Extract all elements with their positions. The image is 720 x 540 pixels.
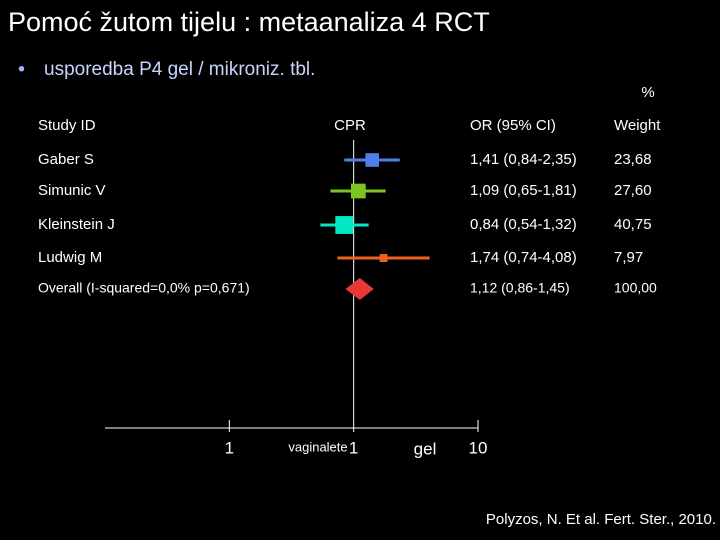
- source: Polyzos, N. Et al. Fert. Ster., 2010.: [486, 511, 716, 528]
- weight-label: 7,97: [614, 249, 643, 266]
- x-tick-label: 10: [469, 438, 488, 457]
- study-name: Ludwig M: [38, 249, 102, 266]
- ci-label: 1,74 (0,74-4,08): [470, 249, 577, 266]
- weight-unit: %: [641, 84, 654, 101]
- weight-label: 23,68: [614, 151, 652, 168]
- weight-label: 100,00: [614, 280, 657, 296]
- ci-label: 1,12 (0,86-1,45): [470, 280, 570, 296]
- overall-name: Overall (I-squared=0,0% p=0,671): [38, 280, 250, 296]
- annotation: gel: [414, 439, 437, 458]
- ci-label: 0,84 (0,54-1,32): [470, 216, 577, 233]
- study-name: Gaber S: [38, 151, 94, 168]
- subtitle: usporedba P4 gel / mikroniz. tbl.: [44, 59, 315, 80]
- ci-label: 1,09 (0,65-1,81): [470, 182, 577, 199]
- column-header: Weight: [614, 117, 661, 134]
- study-name: Kleinstein J: [38, 216, 115, 233]
- x-tick-label: 1: [225, 438, 234, 457]
- column-header: OR (95% CI): [470, 117, 556, 134]
- column-header: Study ID: [38, 117, 96, 134]
- bullet: •: [18, 58, 25, 80]
- title: Pomoć žutom tijelu : metaanaliza 4 RCT: [8, 7, 490, 37]
- x-tick-label: 1: [349, 438, 358, 457]
- study-name: Simunic V: [38, 182, 106, 199]
- effect-square: [379, 254, 388, 262]
- column-header: CPR: [334, 117, 366, 134]
- weight-label: 27,60: [614, 182, 652, 199]
- effect-square: [335, 216, 354, 234]
- annotation: vaginalete: [288, 439, 347, 454]
- effect-square: [350, 183, 366, 199]
- ci-label: 1,41 (0,84-2,35): [470, 151, 577, 168]
- effect-square: [365, 153, 380, 167]
- overall-diamond: [345, 278, 374, 300]
- weight-label: 40,75: [614, 216, 652, 233]
